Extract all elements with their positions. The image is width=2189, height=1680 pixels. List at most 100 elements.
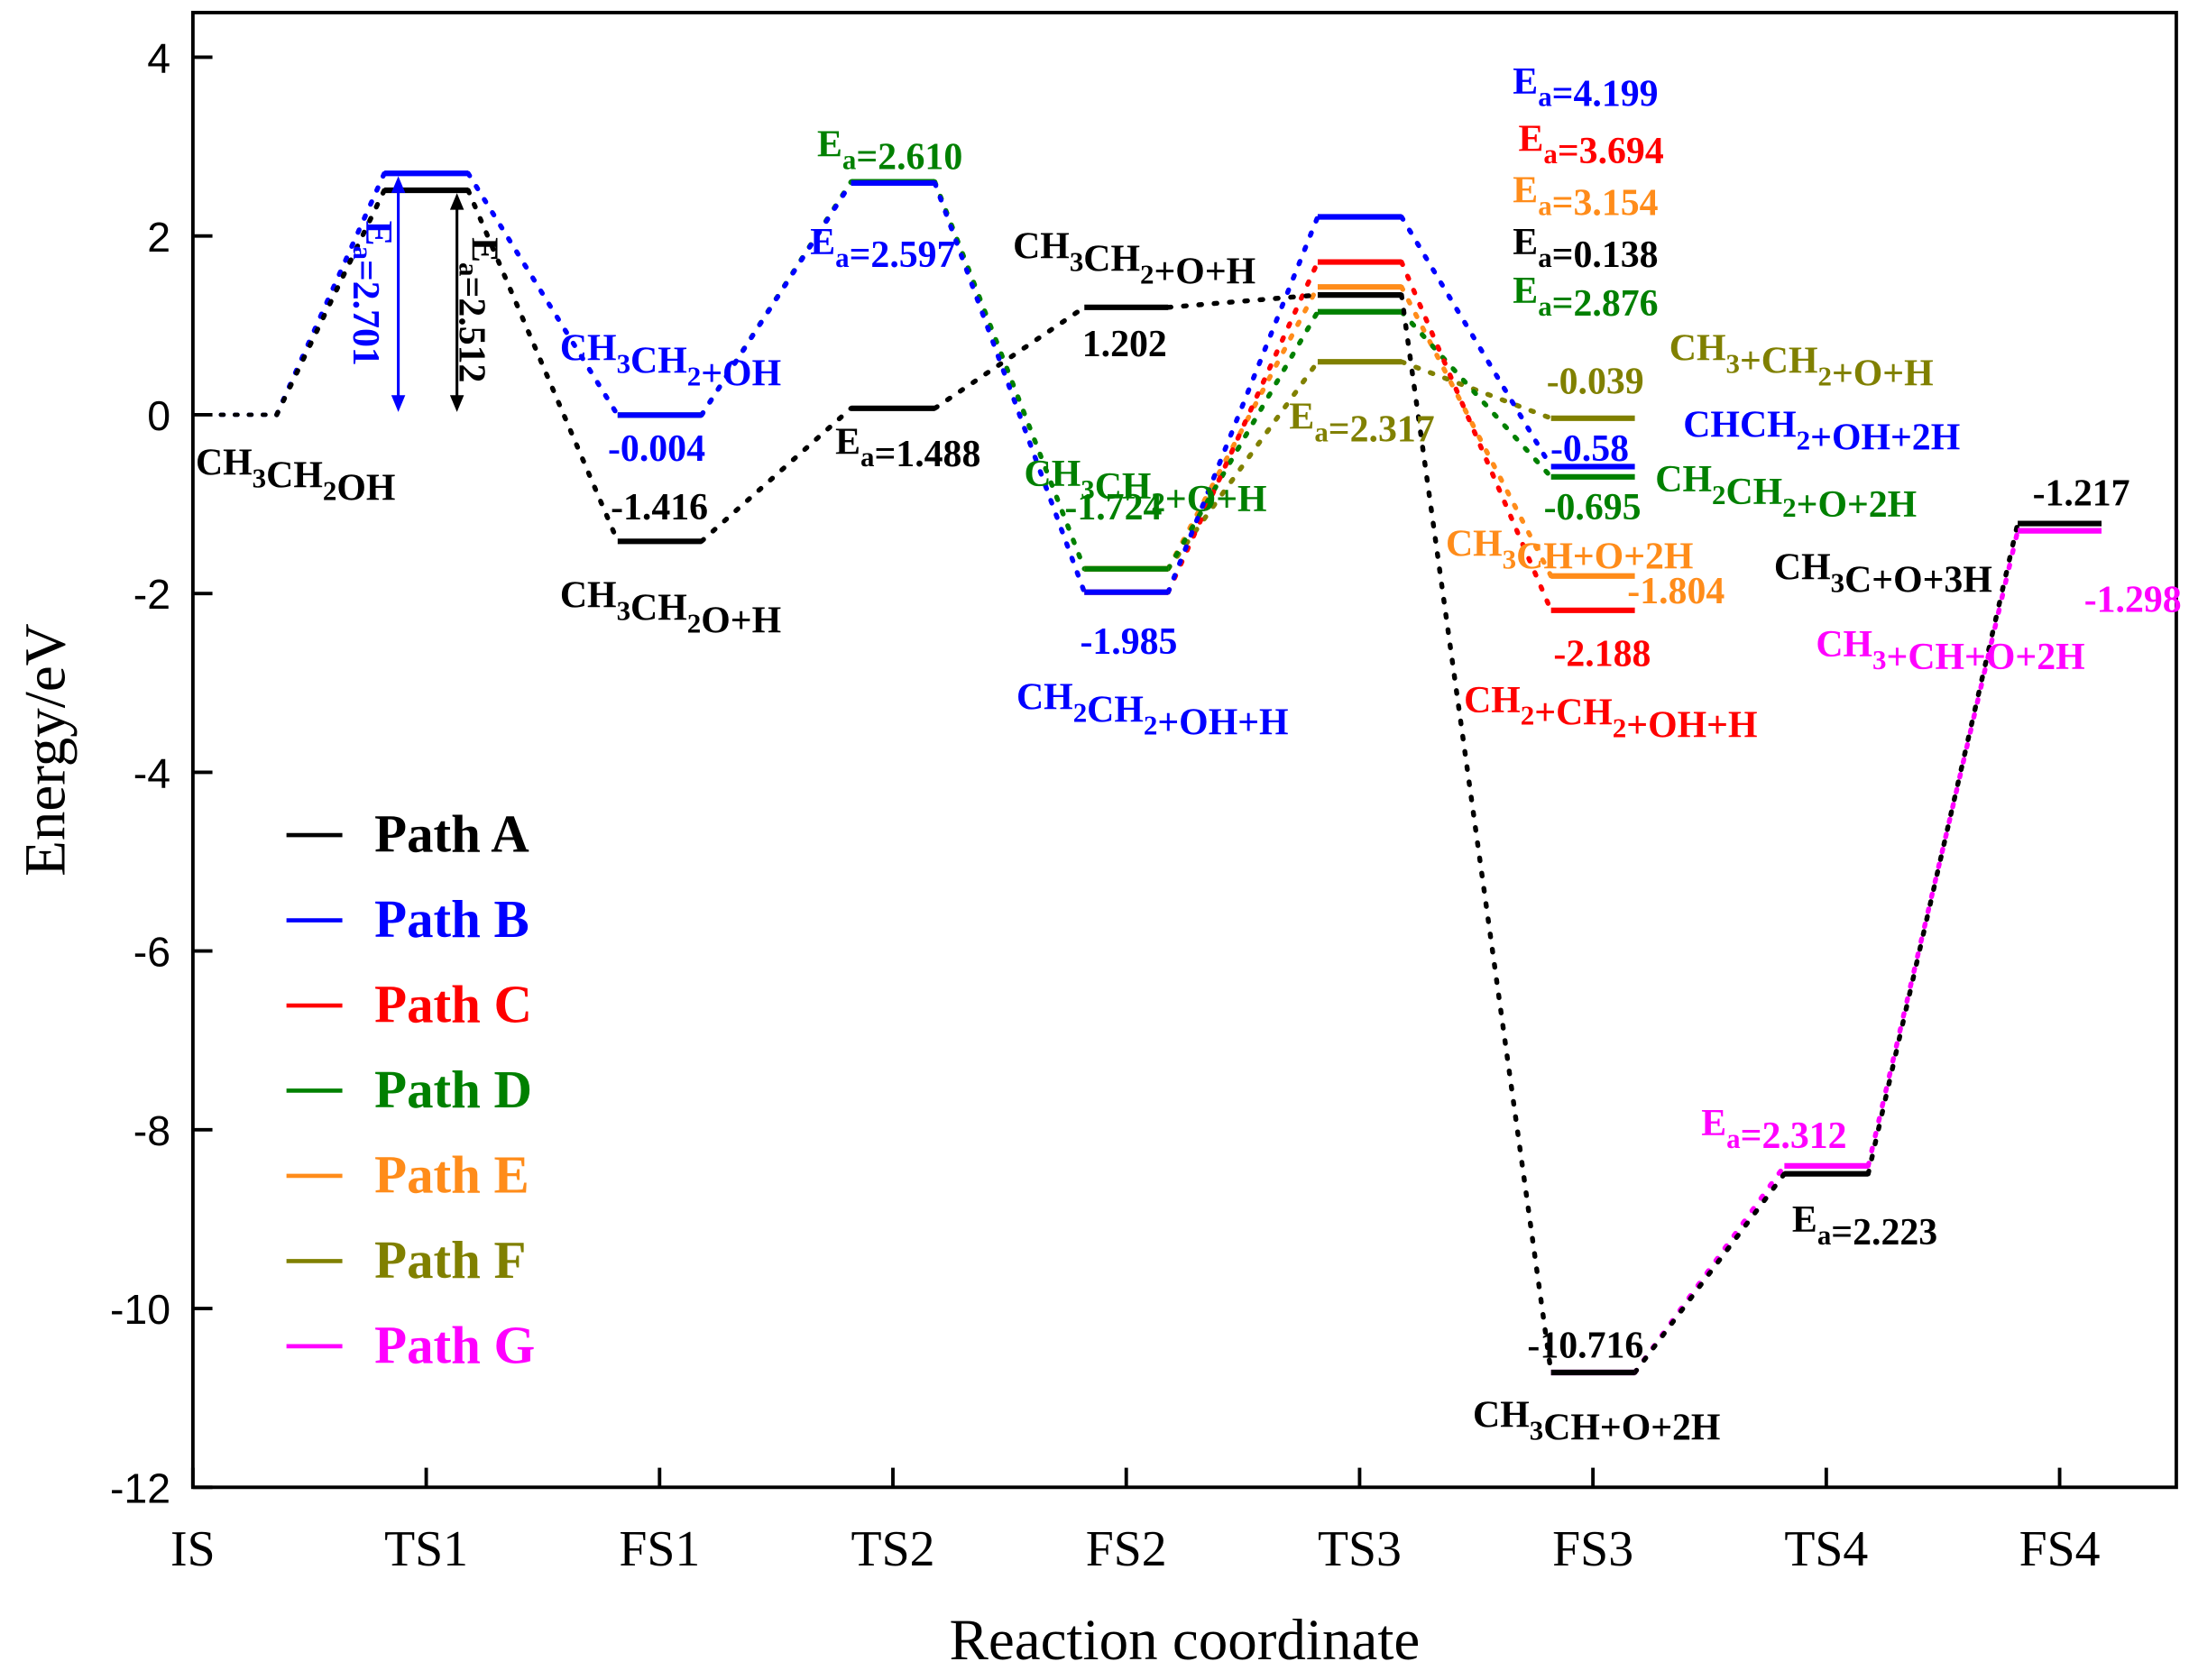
text-run: +O+H xyxy=(1154,251,1255,292)
legend-label: Path C xyxy=(374,976,532,1034)
text-run: E xyxy=(1792,1199,1817,1241)
text-run: E xyxy=(464,237,505,262)
y-tick-label: -10 xyxy=(110,1286,170,1333)
annotation: -0.58 xyxy=(1550,428,1629,470)
subscript: a xyxy=(1543,138,1558,170)
text-run: -1.217 xyxy=(2033,473,2130,515)
text-run: CH xyxy=(1464,680,1521,721)
subscript: 2 xyxy=(1521,700,1534,731)
subscript: a xyxy=(1538,242,1552,273)
y-tick-label: 4 xyxy=(147,35,170,82)
subscript: a xyxy=(1817,1219,1832,1251)
connector xyxy=(1399,292,1554,1375)
connector xyxy=(1399,259,1554,613)
annotation: CH3+CH+O+2H xyxy=(1816,624,2084,678)
annotation: -1.416 xyxy=(611,487,708,528)
annotation: Ea=2.876 xyxy=(1513,271,1658,325)
subscript: 3 xyxy=(1503,543,1516,574)
subscript: 2 xyxy=(1712,479,1725,510)
annotation: CH2+CH2+OH+H xyxy=(1464,680,1757,747)
arrowhead xyxy=(391,395,406,412)
text-run: =3.154 xyxy=(1552,182,1659,224)
subscript: 3 xyxy=(617,595,630,627)
text-run: -0.004 xyxy=(608,428,705,470)
text-run: -1.724 xyxy=(1064,487,1162,528)
annotation: Ea=4.199 xyxy=(1513,61,1658,115)
annotation: Ea=2.223 xyxy=(1792,1199,1937,1253)
subscript: 3 xyxy=(1081,473,1094,505)
connector xyxy=(1865,520,2020,1177)
text-run: -1.985 xyxy=(1080,621,1177,663)
text-run: +CH+O+2H xyxy=(1887,637,2085,678)
text-run: E xyxy=(810,222,835,263)
subscript: 3 xyxy=(253,462,266,493)
text-run: -1.416 xyxy=(611,487,708,528)
x-tick-label: FS4 xyxy=(2019,1521,2101,1577)
annotation: -0.695 xyxy=(1544,487,1642,528)
text-run: CH xyxy=(630,588,687,629)
x-tick-label: TS1 xyxy=(384,1521,468,1577)
subscript: a xyxy=(860,441,875,473)
annotation: Ea=3.154 xyxy=(1513,170,1658,225)
text-run: CH xyxy=(1087,690,1144,731)
x-tick-label: FS1 xyxy=(619,1521,700,1577)
y-tick-label: -12 xyxy=(110,1464,170,1511)
text-run: E xyxy=(1513,222,1538,263)
connector xyxy=(1165,359,1320,572)
annotation: -1.985 xyxy=(1080,621,1177,663)
annotation: Ea=2.597 xyxy=(810,222,955,276)
subscript: a xyxy=(1538,290,1552,322)
x-axis-title: Reaction coordinate xyxy=(949,1608,1420,1673)
x-tick-label: TS2 xyxy=(851,1521,935,1577)
subscript: 2 xyxy=(1151,486,1164,518)
text-run: =2.317 xyxy=(1329,409,1435,450)
connector xyxy=(1632,1170,1788,1375)
subscript: a xyxy=(454,262,485,277)
connector xyxy=(274,188,387,418)
text-run: E xyxy=(1701,1103,1726,1144)
connector xyxy=(1165,284,1320,572)
legend-label: Path F xyxy=(374,1231,526,1290)
text-run: +OH xyxy=(701,353,781,394)
connector xyxy=(1399,214,1554,470)
annotation: CH3CH2+O+H xyxy=(1025,454,1267,520)
subscript: 2 xyxy=(1782,491,1796,523)
text-run: C+O+3H xyxy=(1844,560,1992,601)
legend-label: Path E xyxy=(374,1146,529,1205)
legend-label: Path D xyxy=(374,1060,532,1119)
connector xyxy=(1399,359,1554,421)
connector xyxy=(1865,528,2020,1169)
annotation: 1.202 xyxy=(1082,324,1167,365)
text-run: E xyxy=(835,421,860,463)
arrowhead xyxy=(449,193,464,210)
text-run: -1.804 xyxy=(1627,571,1725,612)
text-run: =2.223 xyxy=(1831,1212,1937,1253)
text-run: +O+H xyxy=(1165,479,1267,520)
text-run: CH xyxy=(266,454,323,496)
text-run: CH xyxy=(560,328,617,370)
annotation: -1.217 xyxy=(2033,473,2130,515)
text-run: -0.039 xyxy=(1547,362,1644,403)
text-run: =1.488 xyxy=(875,434,981,475)
text-run: 1.202 xyxy=(1082,324,1167,365)
connector xyxy=(1165,309,1320,572)
text-run: =2.701 xyxy=(345,260,386,366)
text-run: CH xyxy=(560,575,617,617)
text-run: CH xyxy=(1016,677,1073,719)
annotation: -2.188 xyxy=(1553,634,1651,675)
y-tick-label: -2 xyxy=(133,571,170,618)
text-run: =0.138 xyxy=(1552,234,1659,276)
annotation: Ea=2.512 xyxy=(451,237,505,382)
text-run: =2.597 xyxy=(850,234,956,276)
subscript: 2 xyxy=(1817,360,1831,391)
annotation: -0.039 xyxy=(1547,362,1644,403)
subscript: 2 xyxy=(687,608,701,639)
text-run: =2.512 xyxy=(451,277,492,383)
x-tick-label: TS3 xyxy=(1318,1521,1402,1577)
connector xyxy=(1632,1163,1788,1375)
text-run: CH xyxy=(1655,459,1712,500)
subscript: a xyxy=(1726,1123,1741,1154)
subscript: a xyxy=(835,242,850,273)
text-run: +CH xyxy=(1740,340,1818,381)
